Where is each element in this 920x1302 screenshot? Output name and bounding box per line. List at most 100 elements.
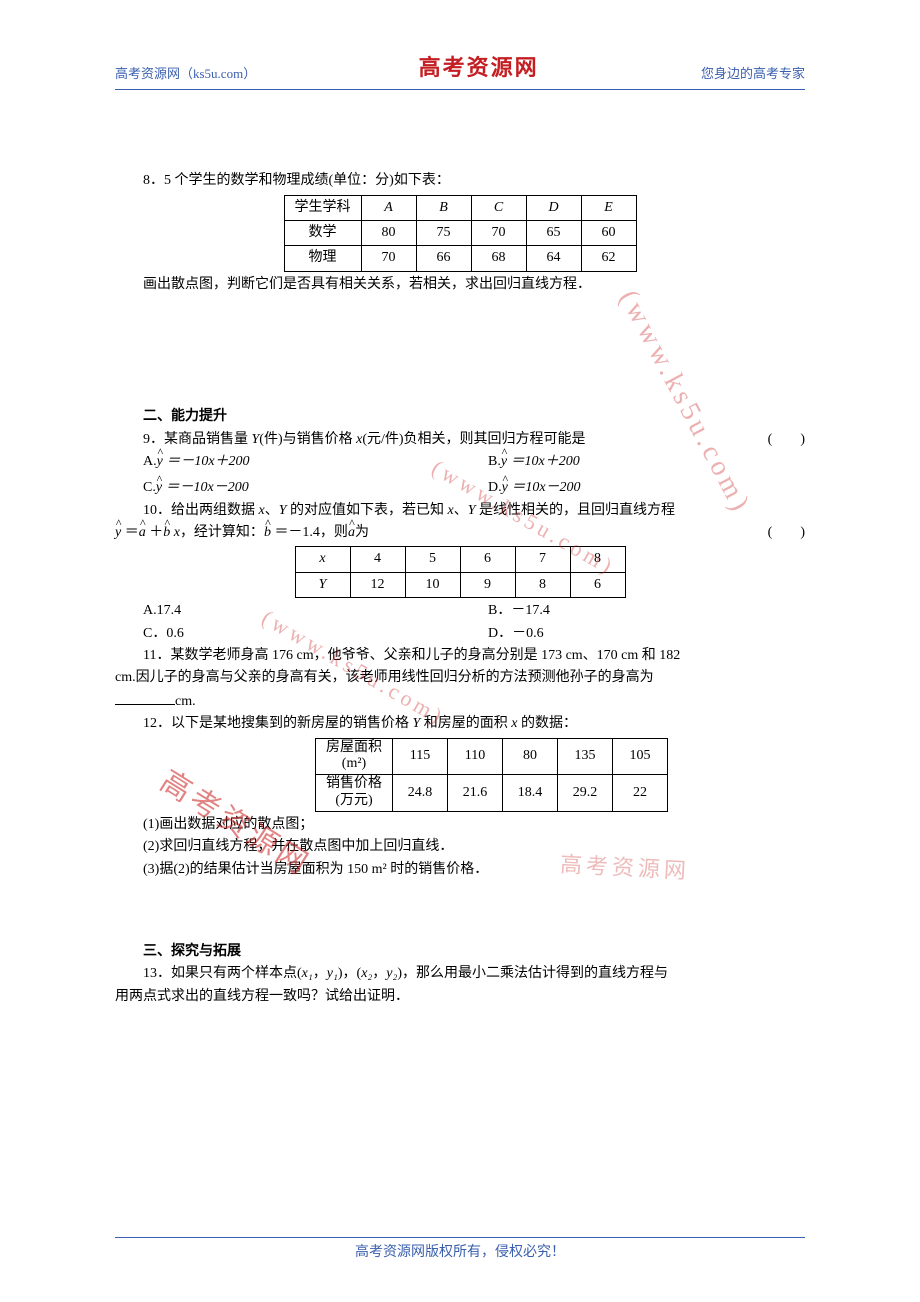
cell: 数学 — [284, 220, 361, 245]
q10-stem2: y ＝a ＋b x，经计算知：b ＝－1.4，则a为 ( ) — [115, 522, 805, 544]
cell: 70 — [471, 220, 526, 245]
cell: 60 — [581, 220, 636, 245]
eq: ＝ — [121, 525, 139, 540]
page-footer: 高考资源网版权所有，侵权必究！ — [115, 1237, 805, 1264]
cell: 8 — [570, 547, 625, 572]
eq: ＝10x＋200 — [507, 454, 580, 469]
eq: ＝－10x＋200 — [163, 454, 250, 469]
cell: 6 — [460, 547, 515, 572]
cell: 9 — [460, 572, 515, 597]
cell: 8 — [515, 572, 570, 597]
cell: 75 — [416, 220, 471, 245]
y2: y₂ — [386, 966, 397, 981]
cell: x — [295, 547, 350, 572]
text: 为 — [355, 525, 369, 540]
optB: B．－17.4 — [488, 600, 833, 622]
q8-tail: 画出散点图，判断它们是否具有相关关系，若相关，求出回归直线方程． — [115, 274, 805, 296]
cell: 62 — [581, 246, 636, 271]
text: 13．如果只有两个样本点( — [143, 966, 302, 981]
cell: 物理 — [284, 246, 361, 271]
page: (www.ks5u.com) (www.ks5u.com) (www.ks5u.… — [0, 0, 920, 1302]
c: ， — [372, 966, 386, 981]
optB-label: B. — [488, 454, 501, 469]
text: ，经计算知： — [180, 525, 264, 540]
text: 和房屋的面积 — [420, 716, 511, 731]
text: 是线性相关的，且回归直线方程 — [476, 503, 676, 518]
cell: 64 — [526, 246, 581, 271]
q10-stem1: 10．给出两组数据 x、Y 的对应值如下表，若已知 x、Y 是线性相关的，且回归… — [115, 500, 805, 522]
optC: C．0.6 — [115, 623, 488, 645]
cell: Y — [295, 572, 350, 597]
p: )，( — [338, 966, 361, 981]
header-left: 高考资源网（ks5u.com） — [115, 64, 256, 85]
label: 房屋面积 — [326, 740, 382, 755]
q9-optAB: A.y ＝－10x＋200 B.y ＝10x＋200 — [115, 451, 805, 473]
cell: 115 — [393, 738, 448, 775]
x2: x₂ — [361, 966, 372, 981]
cell: 80 — [361, 220, 416, 245]
unit: cm. — [175, 694, 196, 709]
q12-stem: 12．以下是某地搜集到的新房屋的销售价格 Y 和房屋的面积 x 的数据： — [115, 713, 805, 735]
cell: 4 — [350, 547, 405, 572]
answer-paren: ( ) — [768, 522, 805, 544]
optA: A.17.4 — [115, 600, 488, 622]
text: 12．以下是某地搜集到的新房屋的销售价格 — [143, 716, 413, 731]
q11-line2: cm.因儿子的身高与父亲的身高有关，该老师用线性回归分析的方法预测他孙子的身高为 — [115, 667, 805, 689]
cell: 18.4 — [503, 775, 558, 812]
text: (元/件)负相关，则其回归方程可能是 — [362, 432, 585, 447]
cell: 66 — [416, 246, 471, 271]
text: )，那么用最小二乘法估计得到的直线方程与 — [397, 966, 668, 981]
b-hat: b — [264, 525, 271, 540]
text: 、 — [454, 503, 468, 518]
text: 的数据： — [518, 716, 578, 731]
optD-label: D. — [488, 480, 502, 495]
x: x — [170, 525, 180, 540]
q12-table: 房屋面积 (m²) 115 110 80 135 105 销售价格 (万元) 2… — [315, 738, 668, 812]
q10-table: x 4 5 6 7 8 Y 12 10 9 8 6 — [295, 546, 626, 598]
q13-line2: 用两点式求出的直线方程一致吗？试给出证明． — [115, 986, 805, 1008]
eq: ＝－10x－200 — [162, 480, 249, 495]
q11-line3: cm. — [115, 690, 805, 713]
a-hat: a — [348, 525, 355, 540]
q12-s1: (1)画出数据对应的散点图； — [115, 814, 805, 836]
q12-s3: (3)据(2)的结果估计当房屋面积为 150 m² 时的销售价格． — [115, 859, 805, 881]
optC-label: C. — [143, 480, 156, 495]
var-Y: Y — [468, 503, 476, 518]
optA-label: A. — [143, 454, 157, 469]
label: (万元) — [335, 793, 372, 808]
text: 10．给出两组数据 — [143, 503, 259, 518]
label: (m²) — [342, 756, 366, 771]
text: (件)与销售价格 — [259, 432, 356, 447]
spacer — [115, 881, 805, 941]
c: ， — [313, 966, 327, 981]
answer-paren: ( ) — [740, 429, 805, 451]
cell: 80 — [503, 738, 558, 775]
q9-optCD: C.y ＝－10x－200 D.y ＝10x－200 — [115, 477, 805, 499]
cell: 22 — [613, 775, 668, 812]
q12-s2: (2)求回归直线方程，并在散点图中加上回归直线． — [115, 836, 805, 858]
y1: y₁ — [327, 966, 338, 981]
cell: 65 — [526, 220, 581, 245]
b-hat: b — [163, 525, 170, 540]
cell: E — [581, 195, 636, 220]
header-title: 高考资源网 — [419, 50, 539, 85]
header-right: 您身边的高考专家 — [701, 64, 805, 85]
text: 的对应值如下表，若已知 — [287, 503, 448, 518]
cell: 70 — [361, 246, 416, 271]
y-hat: y — [501, 454, 507, 469]
cell: 7 — [515, 547, 570, 572]
eq: ＝10x－200 — [508, 480, 581, 495]
q9-stem: 9．某商品销售量 Y(件)与销售价格 x(元/件)负相关，则其回归方程可能是 (… — [115, 429, 805, 451]
spacer — [115, 296, 805, 406]
cell: A — [361, 195, 416, 220]
cell: 房屋面积 (m²) — [316, 738, 393, 775]
blank — [115, 690, 175, 705]
content: 8．5 个学生的数学和物理成绩(单位：分)如下表： 学生学科 A B C D E… — [115, 90, 805, 1008]
x1: x₁ — [302, 966, 313, 981]
cell: 24.8 — [393, 775, 448, 812]
q11-line1: 11．某数学老师身高 176 cm，他爷爷、父亲和儿子的身高分别是 173 cm… — [115, 645, 805, 667]
cell: 110 — [448, 738, 503, 775]
a-hat: a — [139, 525, 146, 540]
y-hat: y — [502, 480, 508, 495]
cell: B — [416, 195, 471, 220]
